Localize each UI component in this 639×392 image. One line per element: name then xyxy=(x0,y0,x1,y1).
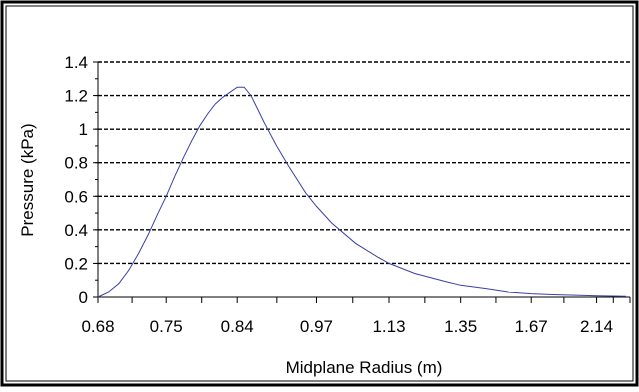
y-tick-label: 1.2 xyxy=(64,87,88,106)
axes xyxy=(93,61,631,303)
grid-lines xyxy=(98,61,630,297)
x-tick-label: 1.67 xyxy=(515,317,548,336)
y-tick-label: 0 xyxy=(79,288,88,307)
y-tick-label: 1.4 xyxy=(64,53,88,72)
inner-frame xyxy=(5,5,634,382)
x-tick-label: 0.68 xyxy=(81,317,114,336)
x-tick-label: 1.13 xyxy=(372,317,405,336)
x-tick-label: 2.14 xyxy=(580,317,613,336)
labels: Midplane Radius (m) Pressure (kPa) 0 0.2 0… xyxy=(18,53,613,377)
x-tick-label: 0.75 xyxy=(150,317,183,336)
series-layer xyxy=(97,86,626,298)
x-tick-label: 1.35 xyxy=(444,317,477,336)
x-tick-label: 0.84 xyxy=(221,317,254,336)
y-tick-label: 1 xyxy=(79,120,88,139)
pressure-series-line xyxy=(97,86,626,298)
y-axis-title: Pressure (kPa) xyxy=(18,123,37,236)
x-tick-label: 0.97 xyxy=(300,317,333,336)
y-tick-label: 0.8 xyxy=(64,154,88,173)
y-tick-label: 0.2 xyxy=(64,254,88,273)
x-axis-title: Midplane Radius (m) xyxy=(286,358,443,377)
plot-area xyxy=(98,62,630,297)
y-tick-label: 0.6 xyxy=(64,187,88,206)
y-tick-label: 0.4 xyxy=(64,221,88,240)
